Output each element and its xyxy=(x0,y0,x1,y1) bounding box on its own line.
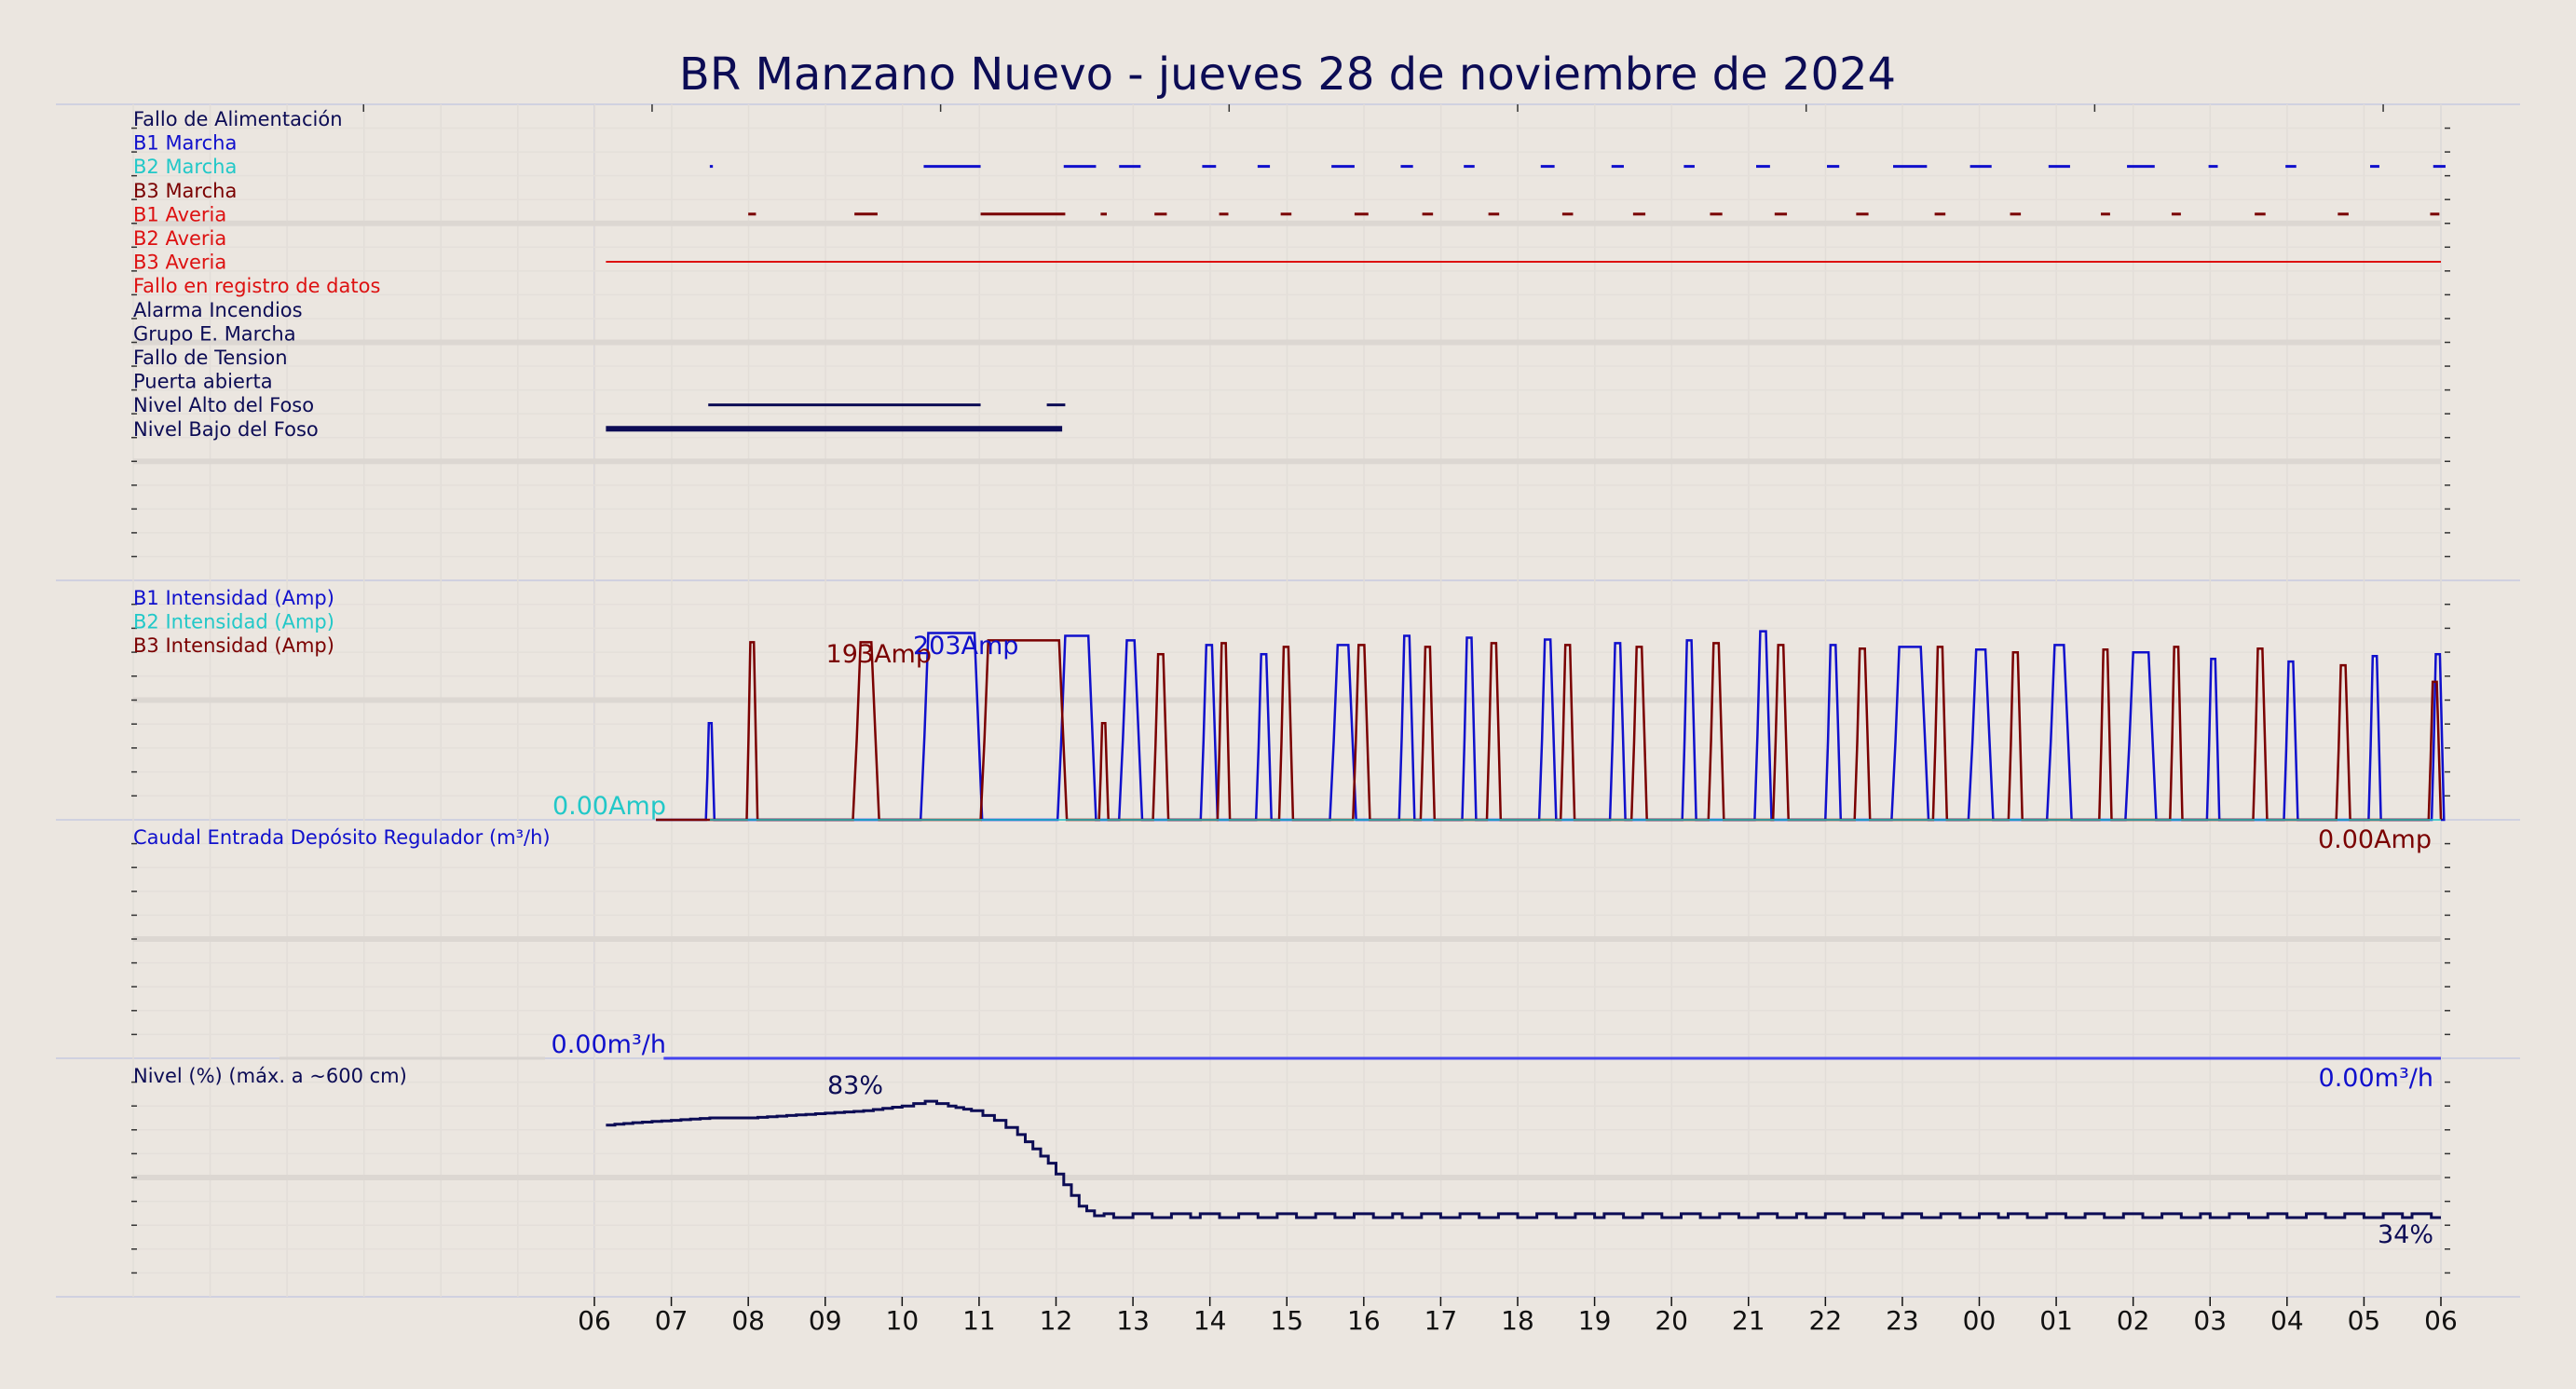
x-tick-label-8: 14 xyxy=(1193,1305,1227,1336)
signal-label-4: B1 Averia xyxy=(133,203,226,225)
x-tick-label-13: 19 xyxy=(1578,1305,1612,1336)
flow-label: Caudal Entrada Depósito Regulador (m³/h) xyxy=(133,826,551,849)
x-tick-label-5: 11 xyxy=(962,1305,996,1336)
level-last-annotation: 34% xyxy=(2378,1220,2433,1249)
x-tick-label-15: 21 xyxy=(1732,1305,1765,1336)
x-tick-label-3: 09 xyxy=(809,1305,842,1336)
b2-last-annotation: 0.00Amp xyxy=(552,792,666,821)
current-label-0: B1 Intensidad (Amp) xyxy=(133,587,334,609)
level-label: Nivel (%) (máx. a ~600 cm) xyxy=(133,1065,407,1087)
x-tick-label-2: 08 xyxy=(731,1305,765,1336)
current-panel: B1 Intensidad (Amp)B2 Intensidad (Amp)B3… xyxy=(133,587,2446,854)
signal-label-7: Fallo en registro de datos xyxy=(133,275,380,297)
x-tick-label-17: 23 xyxy=(1886,1305,1919,1336)
x-tick-label-22: 04 xyxy=(2270,1305,2304,1336)
b3-max-annotation: 193Amp xyxy=(826,640,932,669)
signal-label-6: B3 Averia xyxy=(133,252,226,274)
x-tick-label-6: 12 xyxy=(1040,1305,1073,1336)
x-tick-label-10: 16 xyxy=(1347,1305,1381,1336)
current-label-1: B2 Intensidad (Amp) xyxy=(133,611,334,633)
x-tick-label-4: 10 xyxy=(886,1305,920,1336)
x-tick-label-9: 15 xyxy=(1270,1305,1303,1336)
x-tick-label-21: 03 xyxy=(2193,1305,2227,1336)
x-tick-label-20: 02 xyxy=(2117,1305,2150,1336)
x-tick-label-23: 05 xyxy=(2348,1305,2381,1336)
x-axis: 06 07 08 09 10 11 12 13 14 15 16 17 18 19 20 21 22 23 00 01… xyxy=(362,104,2458,1336)
flow-last-annotation: 0.00m³/h xyxy=(2319,1064,2433,1093)
flow-first-annotation: 0.00m³/h xyxy=(552,1030,666,1059)
signal-label-10: Fallo de Tension xyxy=(133,347,288,369)
signal-label-9: Grupo E. Marcha xyxy=(133,322,296,345)
flow-panel: Caudal Entrada Depósito Regulador (m³/h)… xyxy=(133,826,2441,1093)
signal-label-0: Fallo de Alimentación xyxy=(133,108,343,130)
current-label-2: B3 Intensidad (Amp) xyxy=(133,634,334,657)
x-tick-label-24: 06 xyxy=(2424,1305,2458,1336)
signal-label-1: B1 Marcha xyxy=(133,132,237,155)
b3-last-annotation: 0.00Amp xyxy=(2318,825,2432,854)
x-tick-label-16: 22 xyxy=(1809,1305,1843,1336)
signal-label-12: Nivel Alto del Foso xyxy=(133,394,314,416)
signal-label-13: Nivel Bajo del Foso xyxy=(133,418,319,441)
x-tick-label-18: 00 xyxy=(1963,1305,1997,1336)
level-panel: Nivel (%) (máx. a ~600 cm) 83% 34% xyxy=(133,1065,2441,1249)
grid xyxy=(131,104,2450,1297)
x-tick-label-14: 20 xyxy=(1655,1305,1688,1336)
x-tick-label-7: 13 xyxy=(1116,1305,1150,1336)
level-series-line xyxy=(606,1099,2441,1219)
x-tick-label-11: 17 xyxy=(1424,1305,1458,1336)
x-tick-label-19: 01 xyxy=(2039,1305,2073,1336)
x-tick-label-12: 18 xyxy=(1501,1305,1534,1336)
signal-label-11: Puerta abierta xyxy=(133,371,273,393)
signal-label-8: Alarma Incendios xyxy=(133,299,303,321)
x-tick-label-0: 06 xyxy=(578,1305,611,1336)
signal-label-5: B2 Averia xyxy=(133,227,226,250)
signal-label-2: B2 Marcha xyxy=(133,156,237,178)
b1-max-annotation: 203Amp xyxy=(913,632,1018,660)
level-max-annotation: 83% xyxy=(827,1071,883,1100)
signal-label-3: B3 Marcha xyxy=(133,180,237,202)
x-tick-label-1: 07 xyxy=(655,1305,688,1336)
chart-title: BR Manzano Nuevo - jueves 28 de noviembr… xyxy=(679,48,1896,101)
